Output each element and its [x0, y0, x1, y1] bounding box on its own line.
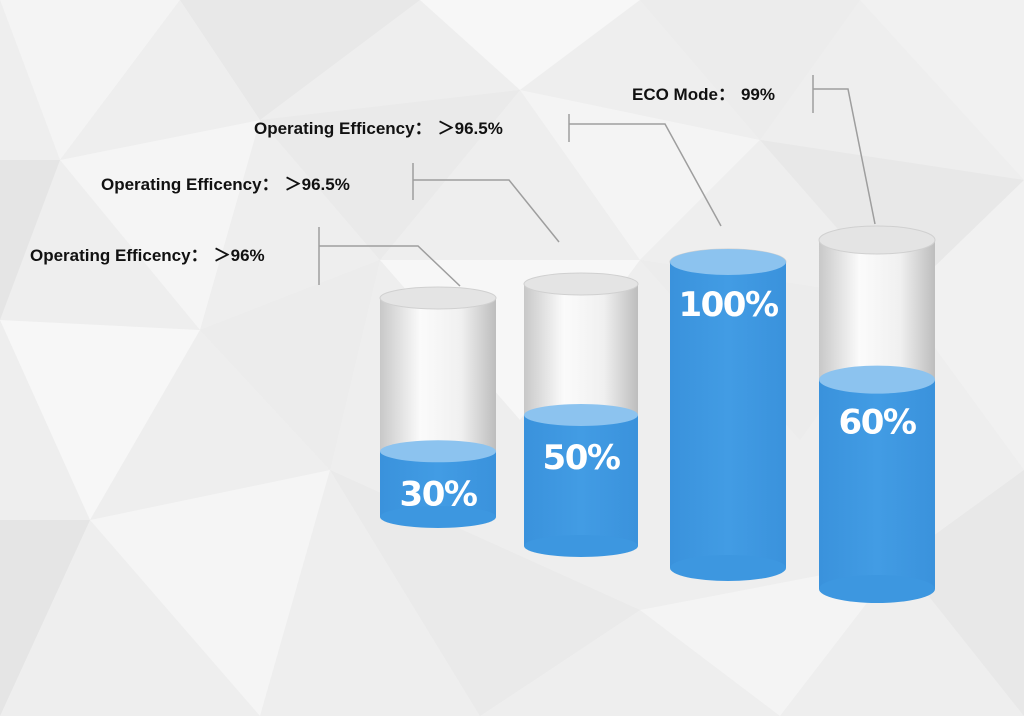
background-facet — [0, 320, 200, 520]
cylinder-fill-surface — [670, 249, 786, 275]
background-facet — [640, 0, 860, 140]
callout-value: ＞96.5% — [285, 175, 350, 194]
background-facet — [640, 560, 900, 716]
background-facet — [200, 260, 380, 470]
cylinder-value-label: 50% — [543, 438, 620, 478]
cylinder-value-label: 100% — [678, 285, 777, 325]
callout-text: Operating Efficency： ＞96% — [30, 246, 265, 265]
background-facet — [90, 470, 330, 716]
cylinder-fill-surface — [524, 404, 638, 426]
callout-2: Operating Efficency： ＞96.5% — [101, 163, 560, 243]
cylinder-fill-body — [670, 262, 786, 568]
callout-leader-line — [413, 179, 560, 243]
cylinder-glass-top — [523, 272, 639, 296]
cylinder-bar-1: 30% — [379, 286, 497, 528]
background-facet — [900, 470, 1024, 716]
background-facet — [860, 0, 1024, 180]
callout-leader-line — [319, 245, 461, 287]
callout-layer: Operating Efficency： ＞96%Operating Effice… — [30, 75, 876, 287]
callout-4: ECO Mode： 99% — [632, 75, 876, 225]
callout-leader-line — [813, 88, 876, 225]
background-facet — [520, 90, 760, 260]
cylinder-fill-body — [819, 379, 935, 589]
callout-1: Operating Efficency： ＞96% — [30, 227, 461, 287]
callout-leader-line — [569, 123, 722, 227]
callout-label: Operating Efficency： — [254, 119, 432, 138]
cylinder-bar-4: 60% — [818, 225, 936, 603]
background-facet — [0, 0, 180, 160]
cylinder-fill-base — [380, 506, 496, 528]
cylinder-fill-body — [524, 415, 638, 546]
background-facet — [60, 120, 260, 330]
background-facet — [330, 470, 640, 716]
background-facet — [760, 140, 1024, 300]
cylinder-glass-top — [379, 286, 497, 310]
callout-text: ECO Mode： 99% — [632, 85, 775, 104]
background-facet — [900, 180, 1024, 470]
cylinder-glass-top — [818, 225, 936, 255]
callout-text: Operating Efficency： ＞96.5% — [101, 175, 350, 194]
callout-label: Operating Efficency： — [30, 246, 208, 265]
cylinder-layer: 30% 50% 100% 60% — [379, 225, 936, 603]
callout-value: ＞96.5% — [438, 119, 503, 138]
background-facet — [420, 0, 640, 90]
background-facet — [180, 0, 420, 120]
callout-value: ＞96% — [214, 246, 265, 265]
cylinder-bar-2: 50% — [523, 272, 639, 557]
cylinder-fill-surface — [380, 440, 496, 463]
background-facet — [0, 160, 60, 320]
cylinder-fill-base — [819, 575, 935, 603]
cylinder-fill-base — [524, 535, 638, 557]
cylinder-fill-base — [670, 555, 786, 581]
background-facet — [260, 90, 520, 260]
background-facet — [0, 520, 90, 716]
callout-3: Operating Efficency： ＞96.5% — [254, 114, 722, 227]
callout-value: 99% — [741, 85, 775, 104]
cylinder-fill-surface — [819, 365, 935, 394]
cylinder-bar-3: 100% — [669, 248, 787, 581]
callout-text: Operating Efficency： ＞96.5% — [254, 119, 503, 138]
callout-label: Operating Efficency： — [101, 175, 279, 194]
callout-label: ECO Mode： — [632, 85, 735, 104]
cylinder-value-label: 60% — [839, 403, 916, 443]
cylinder-value-label: 30% — [400, 474, 477, 514]
